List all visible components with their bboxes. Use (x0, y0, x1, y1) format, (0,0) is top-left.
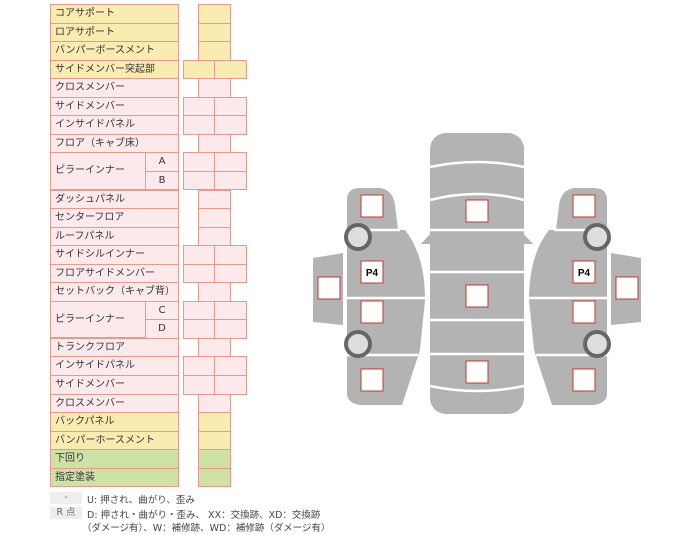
damage-box[interactable] (317, 276, 341, 300)
damage-box[interactable] (572, 368, 596, 392)
damage-box-p4-left[interactable] (360, 260, 384, 284)
legend-text-d: D: 押され・曲がり・歪み、 XX：交換跡、XD：交換跡 (87, 510, 321, 521)
wheel-icon (344, 223, 372, 251)
damage-box[interactable] (465, 360, 489, 384)
damage-box[interactable] (615, 276, 639, 300)
legend-text-w: （ダメージ有）、W：補修跡、WD：補修跡（ダメージ有） (82, 523, 331, 534)
legend-key-dash: - (50, 492, 82, 504)
row-label: 指定塗装 (50, 467, 179, 488)
sub-label: A (145, 152, 179, 172)
wheel-icon (583, 330, 611, 358)
row-label: ピラーインナー (50, 300, 150, 339)
input-cell[interactable] (198, 467, 231, 488)
damage-box[interactable] (360, 194, 384, 218)
car-top-view (421, 133, 533, 414)
damage-box[interactable] (465, 199, 489, 223)
damage-box[interactable] (572, 194, 596, 218)
damage-box[interactable] (360, 300, 384, 324)
damage-box[interactable] (465, 284, 489, 308)
wheel-icon (344, 330, 372, 358)
wheel-icon (583, 223, 611, 251)
damage-box-p4-right[interactable] (572, 260, 596, 284)
legend-key-r: R 点 (50, 507, 82, 519)
damage-box[interactable] (360, 368, 384, 392)
legend-text-u: U: 押され、曲がり、歪み (87, 495, 195, 506)
row-label: ピラーインナー (50, 152, 150, 190)
p4-label-right: P4 (578, 268, 591, 279)
p4-label-left: P4 (366, 268, 379, 279)
damage-box[interactable] (572, 300, 596, 324)
